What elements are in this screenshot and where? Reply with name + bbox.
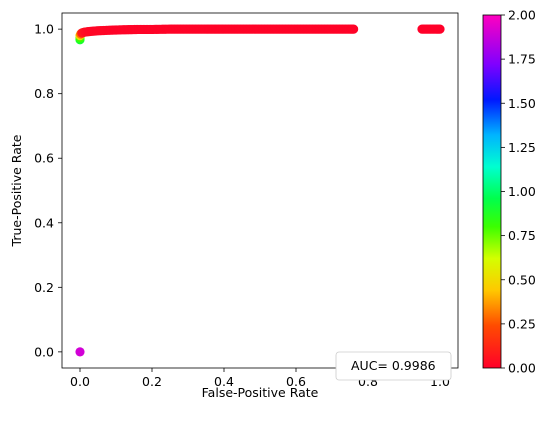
scatter-point <box>347 24 357 34</box>
plot-frame <box>61 12 459 369</box>
y-tick-label: 0.0 <box>34 344 54 359</box>
x-tick-label: 0.0 <box>70 374 90 389</box>
x-tick-label: 0.6 <box>286 374 306 389</box>
legend: AUC= 0.9986 <box>335 351 452 381</box>
y-tick-label: 0.2 <box>34 280 54 295</box>
legend-auc-text: AUC= 0.9986 <box>351 358 436 373</box>
y-tick-label: 1.0 <box>34 22 54 37</box>
colorbar-tick-label: 1.50 <box>508 96 536 111</box>
colorbar-tick-label: 1.75 <box>508 52 536 67</box>
y-tick-label: 0.8 <box>34 86 54 101</box>
y-tick-label: 0.6 <box>34 151 54 166</box>
colorbar-ticks: 0.00 0.25 0.50 0.75 1.00 1.25 1.50 1.75 2.00 <box>501 8 536 376</box>
plot-area <box>62 13 458 368</box>
colorbar-gradient <box>482 14 502 369</box>
colorbar-tick-label: 1.00 <box>508 184 536 199</box>
legend-box <box>335 351 452 381</box>
colorbar-tick-label: 1.25 <box>508 140 536 155</box>
colorbar-tick-label: 2.00 <box>508 8 536 23</box>
colorbar-tick-label: 0.75 <box>508 228 536 243</box>
colorbar: 0.00 0.25 0.50 0.75 1.00 1.25 1.50 1.75 2.00 <box>482 8 536 376</box>
colorbar-tick-label: 0.50 <box>508 272 536 287</box>
y-axis-label: True-Positive Rate <box>9 134 24 247</box>
colorbar-tick-label: 0.25 <box>508 316 536 331</box>
y-axis-ticks: 0.0 0.2 0.4 0.6 0.8 1.0 <box>34 22 62 359</box>
scatter-point <box>434 24 444 34</box>
y-tick-label: 0.4 <box>34 215 54 230</box>
x-tick-label: 0.2 <box>142 374 162 389</box>
x-axis-label: False-Positive Rate <box>202 385 319 400</box>
scatter-points <box>75 24 445 357</box>
colorbar-tick-label: 0.00 <box>508 361 536 376</box>
x-tick-label: 0.4 <box>214 374 234 389</box>
scatter-point <box>75 347 85 357</box>
